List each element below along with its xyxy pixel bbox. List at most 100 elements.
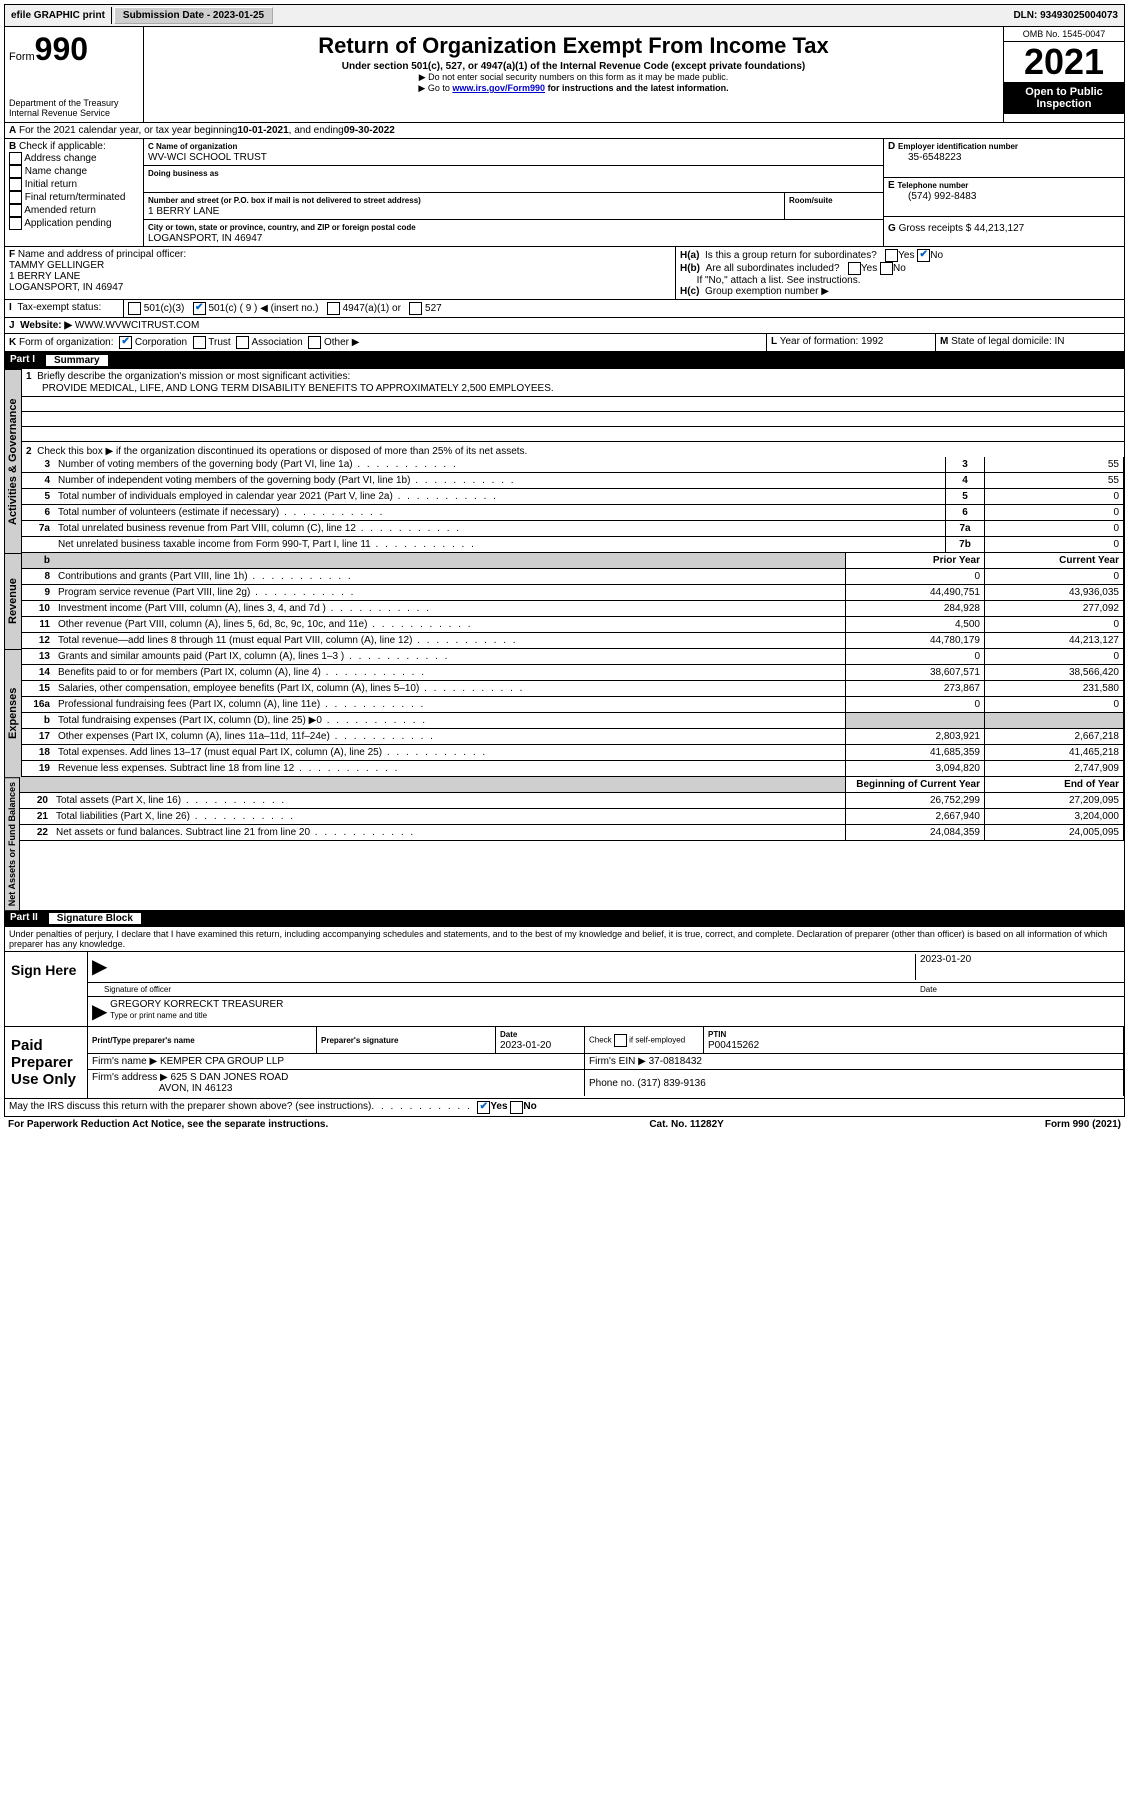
ein-label: Employer identification number [898, 142, 1018, 151]
netassets-tab: Net Assets or Fund Balances [4, 777, 20, 910]
part1-header: Part I Summary [4, 352, 1125, 369]
paid-preparer-label: Paid Preparer Use Only [5, 1027, 88, 1098]
ha-yes-checkbox[interactable] [885, 249, 898, 262]
ssn-note: ▶ Do not enter social security numbers o… [148, 72, 999, 83]
dln: DLN: 93493025004073 [1007, 7, 1124, 24]
efile-label: efile GRAPHIC print [5, 7, 112, 24]
firm-phone: (317) 839-9136 [637, 1078, 705, 1089]
declaration-text: Under penalties of perjury, I declare th… [4, 927, 1125, 952]
dba-label: Doing business as [148, 169, 219, 178]
hb-note: If "No," attach a list. See instructions… [697, 275, 861, 286]
discuss-row: May the IRS discuss this return with the… [4, 1099, 1125, 1117]
ptin-value: P00415262 [708, 1040, 759, 1051]
expenses-table: 13Grants and similar amounts paid (Part … [22, 649, 1124, 777]
dept-label: Department of the Treasury [9, 98, 139, 108]
expenses-tab: Expenses [4, 649, 22, 777]
initial-return-checkbox[interactable] [9, 178, 22, 191]
discuss-yes-checkbox[interactable] [477, 1101, 490, 1114]
org-name-label: Name of organization [156, 142, 237, 151]
instructions-link[interactable]: ▶ Go to www.irs.gov/Form990 for instruct… [148, 83, 999, 94]
hb-yes-checkbox[interactable] [848, 262, 861, 275]
line2-text: Check this box ▶ if the organization dis… [37, 446, 527, 457]
name-arrow-icon: ▶ [92, 999, 107, 1024]
street-value: 1 BERRY LANE [148, 206, 219, 217]
klm-row: K Form of organization: Corporation Trus… [4, 334, 1125, 352]
street-label: Number and street (or P.O. box if mail i… [148, 196, 421, 205]
application-pending-checkbox[interactable] [9, 217, 22, 230]
firm-address1: 625 S DAN JONES ROAD [171, 1072, 289, 1083]
firm-address2: AVON, IN 46123 [159, 1083, 233, 1094]
501c3-checkbox[interactable] [128, 302, 141, 315]
date-label: Date [920, 985, 1120, 994]
form-header: Form990 Department of the Treasury Inter… [4, 27, 1125, 123]
governance-tab: Activities & Governance [4, 369, 22, 553]
corporation-checkbox[interactable] [119, 336, 132, 349]
self-employed-checkbox[interactable] [614, 1034, 627, 1047]
org-name: WV-WCI SCHOOL TRUST [148, 152, 267, 163]
part2-header: Part II Signature Block [4, 910, 1125, 927]
association-checkbox[interactable] [236, 336, 249, 349]
gross-receipts-label: Gross receipts $ [899, 223, 972, 234]
check-applicable-label: Check if applicable: [19, 141, 106, 152]
gross-receipts-value: 44,213,127 [974, 223, 1024, 234]
preparer-date: 2023-01-20 [500, 1040, 551, 1051]
netassets-table: Beginning of Current YearEnd of Year 20T… [20, 777, 1124, 841]
officer-city: LOGANSPORT, IN 46947 [9, 282, 123, 293]
preparer-name-label: Print/Type preparer's name [92, 1036, 195, 1045]
trust-checkbox[interactable] [193, 336, 206, 349]
tax-year: 2021 [1004, 42, 1124, 82]
omb-number: OMB No. 1545-0047 [1004, 27, 1124, 42]
name-label: Type or print name and title [110, 1011, 207, 1020]
preparer-sig-label: Preparer's signature [321, 1036, 399, 1045]
phone-label: Telephone number [897, 181, 968, 190]
form-subtitle: Under section 501(c), 527, or 4947(a)(1)… [148, 61, 999, 72]
form-title: Return of Organization Exempt From Incom… [148, 33, 999, 59]
501c-checkbox[interactable] [193, 302, 206, 315]
officer-block: F Name and address of principal officer:… [4, 247, 1125, 300]
governance-table: 3Number of voting members of the governi… [22, 457, 1124, 553]
signer-name: GREGORY KORRECKT TREASURER [110, 999, 283, 1010]
firm-name: KEMPER CPA GROUP LLP [160, 1056, 284, 1067]
officer-name: TAMMY GELLINGER [9, 260, 104, 271]
irs-label: Internal Revenue Service [9, 108, 139, 118]
form-number: Form990 [9, 31, 139, 68]
ha-no-checkbox[interactable] [917, 249, 930, 262]
entity-block: B Check if applicable: Address change Na… [4, 139, 1125, 247]
state-domicile: IN [1055, 336, 1065, 347]
sign-here-label: Sign Here [5, 952, 88, 1026]
mission-text: PROVIDE MEDICAL, LIFE, AND LONG TERM DIS… [22, 382, 1124, 397]
group-return-label: Is this a group return for subordinates? [705, 250, 877, 261]
top-bar: efile GRAPHIC print Submission Date - 20… [4, 4, 1125, 27]
officer-label: Name and address of principal officer: [18, 249, 186, 260]
website-value: WWW.WVWCITRUST.COM [75, 320, 199, 331]
amended-return-checkbox[interactable] [9, 204, 22, 217]
name-change-checkbox[interactable] [9, 165, 22, 178]
address-change-checkbox[interactable] [9, 152, 22, 165]
year-formation: 1992 [861, 336, 883, 347]
final-return-checkbox[interactable] [9, 191, 22, 204]
room-label: Room/suite [789, 196, 833, 205]
preparer-block: Paid Preparer Use Only Print/Type prepar… [4, 1027, 1125, 1099]
ein-value: 35-6548223 [888, 152, 1120, 163]
discuss-no-checkbox[interactable] [510, 1101, 523, 1114]
tax-status-row: I Tax-exempt status: 501(c)(3) 501(c) ( … [4, 300, 1125, 318]
page-footer: For Paperwork Reduction Act Notice, see … [4, 1117, 1125, 1132]
group-exemption-label: Group exemption number ▶ [705, 286, 829, 297]
city-value: LOGANSPORT, IN 46947 [148, 233, 262, 244]
city-label: City or town, state or province, country… [148, 223, 416, 232]
firm-ein: 37-0818432 [649, 1056, 702, 1067]
4947-checkbox[interactable] [327, 302, 340, 315]
527-checkbox[interactable] [409, 302, 422, 315]
sign-block: Sign Here ▶ 2023-01-20 Signature of offi… [4, 952, 1125, 1027]
mission-label: Briefly describe the organization's miss… [37, 371, 350, 382]
revenue-tab: Revenue [4, 553, 22, 649]
submission-button[interactable]: Submission Date - 2023-01-25 [114, 7, 273, 24]
line-a: A For the 2021 calendar year, or tax yea… [4, 123, 1125, 139]
website-row: J Website: ▶ WWW.WVWCITRUST.COM [4, 318, 1125, 334]
hb-no-checkbox[interactable] [880, 262, 893, 275]
revenue-table: bPrior YearCurrent Year 8Contributions a… [22, 553, 1124, 649]
officer-street: 1 BERRY LANE [9, 271, 80, 282]
sign-date: 2023-01-20 [916, 954, 1120, 980]
phone-value: (574) 992-8483 [888, 191, 1120, 202]
other-checkbox[interactable] [308, 336, 321, 349]
